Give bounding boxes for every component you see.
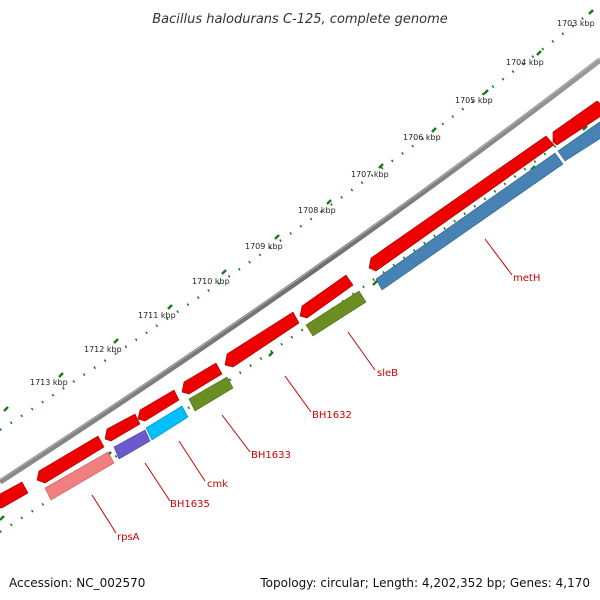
leader-BH1633 bbox=[221, 414, 251, 453]
leader-metH bbox=[484, 238, 513, 276]
scale-label: 1712 kbp bbox=[84, 345, 122, 354]
scale-label: 1710 kbp bbox=[192, 277, 230, 286]
forward-gene bbox=[104, 413, 141, 442]
forward-gene bbox=[36, 435, 105, 484]
forward-gene bbox=[137, 389, 180, 422]
forward-gene bbox=[552, 100, 600, 146]
gene-label-BH1635: BH1635 bbox=[170, 499, 210, 510]
gene-cmk bbox=[145, 405, 189, 441]
tick bbox=[588, 9, 594, 15]
scale-label: 1706 kbp bbox=[403, 133, 441, 142]
tick bbox=[58, 372, 64, 378]
leader-sleB bbox=[347, 331, 376, 371]
scale-label: 1709 kbp bbox=[245, 242, 283, 251]
gene-metH-part bbox=[557, 121, 600, 162]
tick bbox=[274, 234, 280, 240]
tick bbox=[582, 125, 588, 131]
tick bbox=[3, 406, 9, 412]
gene-rpsA bbox=[44, 451, 115, 501]
tick bbox=[431, 127, 437, 133]
gene-label-metH: metH bbox=[513, 273, 540, 284]
outer-scale-track bbox=[0, 4, 600, 432]
gene-labels: metH sleB BH1632 BH1633 cmk BH1635 rpsA bbox=[117, 273, 540, 543]
tick bbox=[268, 351, 274, 357]
topology-summary: Topology: circular; Length: 4,202,352 bp… bbox=[259, 576, 590, 590]
map-title: Bacillus halodurans C-125, complete geno… bbox=[152, 12, 448, 27]
leader-rpsA bbox=[91, 494, 117, 534]
leader-cmk bbox=[178, 440, 206, 482]
scale-label: 1711 kbp bbox=[138, 311, 176, 320]
accession-text: Accession: NC_002570 bbox=[9, 576, 145, 590]
gene-label-sleB: sleB bbox=[377, 368, 398, 379]
gene-BH1633 bbox=[188, 376, 234, 412]
genome-backbone bbox=[0, 57, 600, 485]
forward-gene bbox=[181, 362, 223, 395]
gene-leader-lines bbox=[91, 238, 513, 534]
scale-label: 1713 kbp bbox=[30, 378, 68, 387]
outer-major-ticks bbox=[3, 9, 594, 412]
gene-sleB bbox=[305, 290, 367, 337]
gene-metH bbox=[375, 152, 564, 291]
tick bbox=[378, 163, 384, 169]
tick bbox=[221, 269, 227, 275]
gene-label-cmk: cmk bbox=[207, 479, 228, 490]
gene-label-BH1632: BH1632 bbox=[312, 410, 352, 421]
forward-gene bbox=[0, 481, 29, 509]
forward-gene bbox=[299, 274, 354, 319]
tick bbox=[536, 50, 542, 56]
reverse-strand-genes bbox=[44, 121, 600, 501]
scale-label: 1703 kbp bbox=[557, 19, 595, 28]
genome-backbone-highlight bbox=[0, 57, 600, 481]
tick bbox=[0, 515, 5, 521]
forward-strand-genes bbox=[0, 100, 600, 509]
tick bbox=[483, 89, 489, 95]
leader-BH1632 bbox=[284, 375, 312, 413]
forward-gene bbox=[224, 311, 300, 368]
scale-label: 1704 kbp bbox=[506, 58, 544, 67]
scale-label: 1707 kbp bbox=[351, 170, 389, 179]
leader-BH1635 bbox=[144, 462, 171, 502]
gene-label-rpsA: rpsA bbox=[117, 532, 140, 543]
scale-label: 1708 kbp bbox=[298, 206, 336, 215]
forward-gene bbox=[368, 135, 555, 272]
tick bbox=[326, 199, 332, 205]
scale-label: 1705 kbp bbox=[455, 96, 493, 105]
gene-BH1635 bbox=[113, 429, 151, 460]
tick bbox=[167, 304, 173, 310]
tick bbox=[113, 338, 119, 344]
tick bbox=[372, 280, 378, 286]
gene-label-BH1633: BH1633 bbox=[251, 450, 291, 461]
scale-labels: 1703 kbp 1704 kbp 1705 kbp 1706 kbp 1707… bbox=[30, 19, 595, 387]
